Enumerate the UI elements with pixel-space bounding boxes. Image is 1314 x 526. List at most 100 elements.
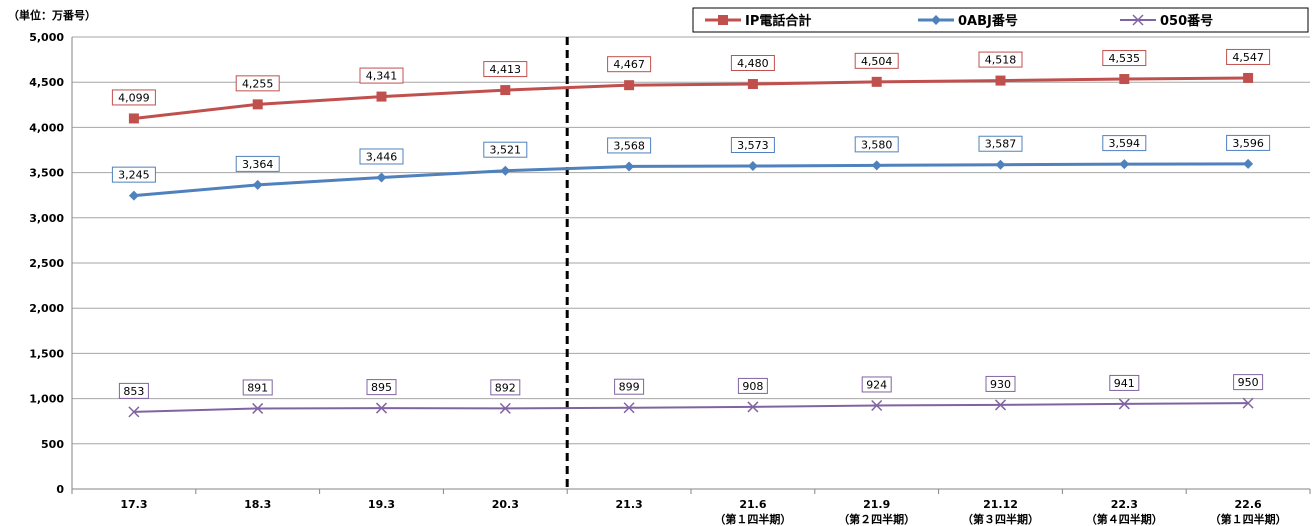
data-label: 3,580: [854, 136, 899, 153]
data-label-box: [483, 141, 528, 158]
data-point: [1118, 398, 1130, 410]
data-point: [623, 402, 635, 414]
data-point: [376, 91, 387, 102]
data-label-box: [607, 56, 652, 73]
data-labels: 4,099 4,255 4,341 4,413 4,467 4,480 4,504 4,518…: [111, 48, 1271, 399]
data-point: [747, 401, 759, 413]
y-tick-label: 1,500: [29, 347, 64, 360]
data-label-text: 4,535: [1109, 52, 1141, 65]
legend-label: 0ABJ番号: [958, 13, 1018, 29]
data-point: [499, 402, 511, 414]
legend: IP電話合計 0ABJ番号 050番号: [692, 7, 1309, 33]
data-label: 4,518: [978, 51, 1023, 68]
data-label: 3,364: [235, 155, 280, 172]
data-label-box: [985, 375, 1016, 392]
legend-box: [692, 7, 1309, 33]
data-label-text: 941: [1114, 377, 1135, 390]
y-tick-label: 2,000: [29, 302, 64, 315]
x-tick-label: 18.3: [244, 498, 271, 511]
data-point: [500, 85, 511, 96]
x-tick-sublabel: （第１四半期）: [1210, 512, 1287, 526]
data-label-text: 908: [742, 380, 763, 393]
x-tick-sublabel: （第４四半期）: [1086, 512, 1163, 526]
x-tick-label: 17.3: [120, 498, 147, 511]
series-line: [133, 162, 1249, 198]
data-label-box: [730, 137, 775, 154]
x-tick-label: 21.3: [616, 498, 643, 511]
y-tick-label: 5,000: [29, 31, 64, 44]
x-tick-sublabel: （第２四半期）: [838, 512, 915, 526]
axes: 0 500 1,000 1,500 2,000 2,500 3,000 3,500 4,000 4…: [29, 31, 1311, 526]
data-label-box: [978, 51, 1023, 68]
data-label: 892: [490, 379, 521, 396]
data-label-text: 853: [123, 385, 144, 398]
data-label-box: [359, 67, 404, 84]
data-label: 4,341: [359, 67, 404, 84]
series-line: [133, 402, 1249, 413]
data-label: 891: [242, 379, 273, 396]
data-label: 3,587: [978, 135, 1023, 152]
data-point: [1242, 397, 1254, 409]
data-label: 895: [366, 379, 397, 396]
data-point: [252, 179, 263, 190]
data-label-box: [607, 137, 652, 154]
data-label-text: 3,245: [118, 169, 150, 182]
data-label-text: 930: [990, 378, 1011, 391]
data-label-text: 891: [247, 381, 268, 394]
data-label-text: 3,596: [1232, 137, 1264, 150]
data-label-text: 3,587: [985, 138, 1017, 151]
x-tick-label: 19.3: [368, 498, 395, 511]
data-label: 3,594: [1102, 135, 1147, 152]
y-tick-label: 3,000: [29, 212, 64, 225]
data-label-box: [861, 376, 892, 393]
data-label-text: 895: [371, 381, 392, 394]
y-tick-label: 4,000: [29, 121, 64, 134]
data-label-text: 3,580: [861, 138, 893, 151]
data-label: 853: [118, 382, 149, 399]
legend-marker: [931, 15, 941, 25]
data-label-box: [1102, 135, 1147, 152]
data-label-box: [111, 89, 156, 106]
data-label: 924: [861, 376, 892, 393]
series-line: [133, 76, 1249, 120]
data-point: [995, 159, 1006, 170]
data-point: [252, 99, 263, 110]
data-point: [747, 161, 758, 172]
data-label: 950: [1233, 374, 1264, 391]
data-point: [500, 165, 511, 176]
data-label: 3,596: [1226, 134, 1271, 151]
x-tick-label: 20.3: [492, 498, 519, 511]
series-2: [128, 158, 1254, 201]
data-label-text: 4,099: [118, 91, 150, 104]
data-label: 4,099: [111, 89, 156, 106]
data-point: [1119, 74, 1130, 85]
data-label: 4,535: [1102, 50, 1147, 67]
data-label-box: [978, 135, 1023, 152]
data-label-text: 4,547: [1232, 51, 1264, 64]
data-label-text: 4,467: [613, 58, 645, 71]
x-tick-label: 21.12: [983, 498, 1018, 511]
data-label: 3,573: [730, 137, 775, 154]
data-label-text: 892: [495, 381, 516, 394]
data-label: 3,521: [483, 141, 528, 158]
data-point: [1243, 158, 1254, 169]
data-point: [1243, 72, 1254, 83]
data-point: [624, 161, 635, 172]
data-label-box: [854, 136, 899, 153]
data-label: 941: [1109, 374, 1140, 391]
data-label: 3,245: [111, 166, 156, 183]
y-tick-label: 4,500: [29, 76, 64, 89]
data-label-box: [111, 166, 156, 183]
legend-label: IP電話合計: [745, 13, 811, 29]
data-label: 3,568: [607, 137, 652, 154]
data-point: [375, 402, 388, 414]
data-label-box: [366, 379, 397, 396]
data-label-text: 3,594: [1109, 137, 1141, 150]
data-label-text: 3,568: [613, 139, 645, 152]
data-label-box: [359, 148, 404, 165]
data-label-box: [242, 379, 273, 396]
data-label-text: 3,573: [737, 139, 769, 152]
x-tick-label: 21.9: [863, 498, 890, 511]
x-tick-label: 22.6: [1235, 498, 1262, 511]
